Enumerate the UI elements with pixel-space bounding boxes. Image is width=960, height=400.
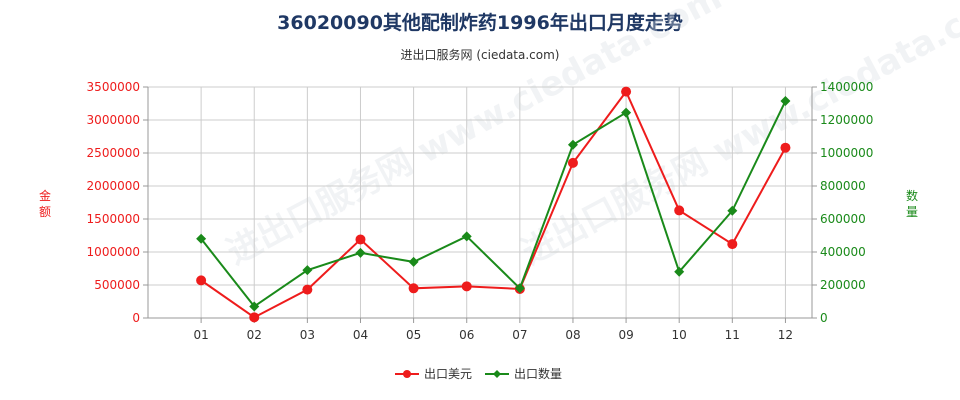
x-tick-label: 12	[778, 328, 793, 342]
left-tick-label: 1000000	[87, 245, 140, 259]
data-point-qty	[567, 139, 578, 150]
right-tick-label: 800000	[820, 179, 866, 193]
left-tick-label: 0	[132, 311, 140, 325]
x-tick-label: 04	[353, 328, 368, 342]
data-point-qty	[780, 96, 791, 107]
right-tick-label: 400000	[820, 245, 866, 259]
data-point-qty	[621, 107, 632, 118]
data-point-usd	[461, 281, 472, 292]
x-tick-label: 06	[459, 328, 474, 342]
left-tick-label: 3500000	[87, 80, 140, 94]
data-point-qty	[514, 283, 525, 294]
legend-label-1: 出口美元	[424, 367, 472, 381]
right-tick-label: 0	[820, 311, 828, 325]
right-tick-label: 200000	[820, 278, 866, 292]
data-point-usd	[408, 283, 419, 294]
x-tick-label: 02	[247, 328, 262, 342]
data-point-usd	[780, 142, 791, 153]
data-point-usd	[727, 239, 738, 250]
left-tick-label: 2000000	[87, 179, 140, 193]
x-tick-label: 10	[672, 328, 687, 342]
data-point-usd	[302, 284, 313, 295]
series-line-2	[200, 100, 787, 308]
data-point-qty	[196, 233, 207, 244]
x-tick-label: 03	[300, 328, 315, 342]
right-tick-label: 1000000	[820, 146, 873, 160]
data-point-qty	[408, 256, 419, 267]
left-tick-label: 2500000	[87, 146, 140, 160]
axis-layer: 0500000100000015000002000000250000030000…	[39, 80, 918, 342]
x-tick-label: 11	[725, 328, 740, 342]
data-point-usd	[567, 157, 578, 168]
data-point-usd	[621, 86, 632, 97]
watermark-text: 进出口服务网 www.ciedata.com	[515, 0, 960, 273]
x-tick-label: 07	[512, 328, 527, 342]
data-point-qty	[461, 231, 472, 242]
series-line-1	[200, 89, 787, 319]
data-point-qty	[674, 266, 685, 277]
left-tick-label: 1500000	[87, 212, 140, 226]
legend-marker-qty	[493, 370, 501, 378]
right-axis-title: 数量	[906, 188, 918, 219]
watermark-text: 进出口服务网 www.ciedata.com	[220, 0, 728, 273]
data-point-usd	[674, 205, 685, 216]
data-point-qty	[302, 265, 313, 276]
legend-marker-usd	[403, 370, 411, 378]
x-tick-label: 09	[618, 328, 633, 342]
data-point-usd	[355, 234, 366, 245]
right-tick-label: 1200000	[820, 113, 873, 127]
x-tick-label: 05	[406, 328, 421, 342]
series-layer	[196, 86, 791, 323]
left-tick-label: 500000	[94, 278, 140, 292]
data-point-qty	[355, 247, 366, 258]
data-point-qty	[727, 205, 738, 216]
x-tick-label: 01	[193, 328, 208, 342]
chart-title: 36020090其他配制炸药1996年出口月度走势	[277, 12, 683, 34]
data-point-qty	[249, 301, 260, 312]
data-point-usd	[249, 312, 260, 323]
chart-subtitle: 进出口服务网 (ciedata.com)	[400, 48, 560, 62]
right-tick-label: 1400000	[820, 80, 873, 94]
right-tick-label: 600000	[820, 212, 866, 226]
x-tick-label: 08	[565, 328, 580, 342]
left-axis-title: 金额	[39, 188, 51, 219]
data-point-usd	[196, 275, 207, 286]
legend-label-2: 出口数量	[514, 366, 562, 381]
left-tick-label: 3000000	[87, 113, 140, 127]
legend-layer: 出口美元 出口数量	[395, 366, 562, 381]
